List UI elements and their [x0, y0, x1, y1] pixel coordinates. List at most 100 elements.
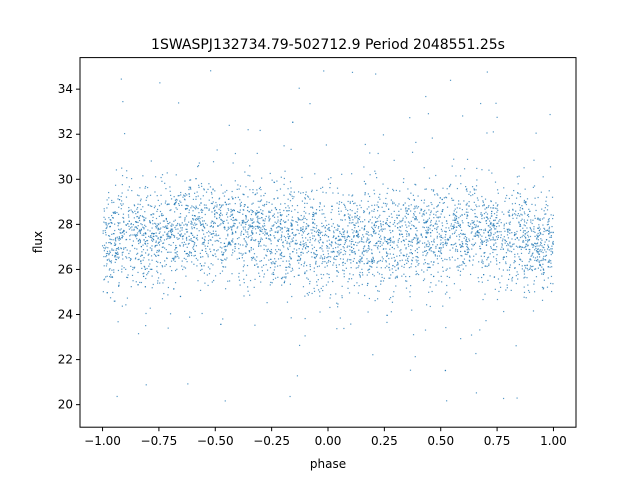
data-point [207, 245, 209, 247]
data-point [299, 258, 302, 260]
data-point [415, 273, 417, 276]
data-point [165, 263, 167, 266]
data-point [486, 257, 489, 259]
data-point [185, 223, 187, 225]
data-point [430, 210, 432, 212]
data-point [411, 309, 413, 311]
data-point [388, 257, 390, 260]
data-point [239, 211, 241, 214]
data-point [242, 219, 244, 221]
data-point [422, 213, 424, 215]
data-point [148, 259, 150, 261]
data-point [397, 227, 399, 229]
data-point [144, 219, 146, 221]
data-point [110, 214, 113, 217]
data-point [390, 274, 392, 276]
data-point [445, 244, 448, 247]
data-point [405, 230, 407, 232]
data-point [468, 205, 470, 207]
data-point [209, 231, 211, 234]
data-point [461, 264, 463, 266]
data-point [268, 201, 270, 204]
data-point [532, 186, 534, 188]
data-point [493, 213, 496, 215]
data-point [445, 269, 447, 271]
data-point [465, 265, 467, 267]
data-point [535, 249, 538, 252]
data-point [407, 213, 409, 215]
data-point [244, 226, 246, 228]
data-point [216, 212, 218, 214]
data-point [178, 204, 180, 206]
data-point [391, 241, 394, 243]
data-point [445, 326, 447, 329]
data-point [528, 239, 530, 241]
data-point [369, 174, 371, 176]
data-point [212, 188, 214, 190]
data-point [401, 225, 403, 227]
data-point [307, 294, 309, 296]
data-point [193, 236, 196, 238]
data-point [251, 222, 253, 224]
data-point [468, 201, 470, 203]
data-point [415, 259, 417, 261]
data-point [215, 230, 217, 232]
data-point [260, 227, 262, 229]
data-point [516, 271, 518, 273]
data-point [128, 252, 130, 255]
data-point [152, 239, 155, 241]
data-point [313, 227, 315, 229]
data-point [215, 233, 217, 235]
data-point [382, 258, 384, 260]
data-point [128, 209, 130, 212]
data-point [507, 249, 509, 252]
data-point [408, 275, 411, 278]
data-point [238, 211, 240, 213]
data-point [347, 258, 349, 260]
data-point [386, 252, 388, 254]
data-point [324, 216, 326, 219]
data-point [287, 188, 289, 190]
data-point [277, 230, 279, 232]
data-point [121, 237, 123, 239]
data-point [276, 251, 278, 253]
data-point [302, 240, 304, 242]
data-point [306, 218, 308, 221]
data-point [116, 251, 119, 253]
data-point [290, 225, 292, 227]
data-point [413, 213, 415, 215]
data-point [535, 132, 537, 134]
data-point [440, 239, 442, 241]
data-point [488, 225, 490, 227]
data-point [315, 209, 318, 211]
data-point [392, 236, 394, 238]
data-point [530, 255, 532, 257]
data-point [542, 251, 544, 254]
data-point [386, 255, 388, 257]
data-point [450, 225, 452, 227]
data-point [226, 257, 228, 259]
data-point [221, 219, 223, 222]
data-point [179, 234, 181, 236]
data-point [515, 210, 517, 212]
data-point [430, 224, 432, 226]
data-point [190, 251, 192, 254]
data-point [321, 222, 323, 224]
data-point [547, 219, 550, 221]
data-point [196, 228, 198, 230]
data-point [198, 220, 200, 222]
data-point [526, 198, 529, 200]
data-point [501, 246, 503, 248]
data-point [542, 287, 545, 289]
data-point [188, 239, 190, 241]
data-point [399, 250, 401, 252]
data-point [531, 243, 533, 245]
data-point [313, 267, 315, 269]
data-point [245, 236, 247, 238]
data-point [224, 191, 226, 193]
data-point [503, 225, 505, 227]
data-point [509, 229, 511, 231]
data-point [340, 251, 342, 253]
data-point [518, 239, 520, 241]
data-point [430, 282, 432, 284]
